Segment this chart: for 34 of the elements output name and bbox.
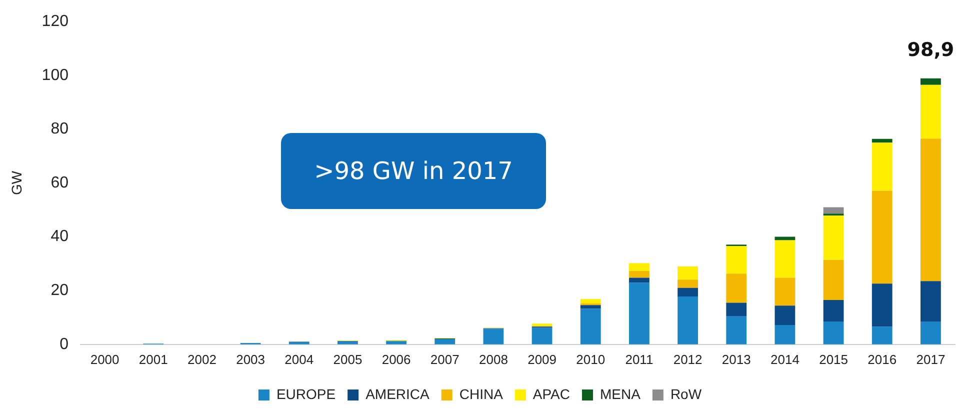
x-tick-label: 2004 bbox=[284, 352, 314, 367]
x-tick-label: 2017 bbox=[916, 352, 946, 367]
x-tick-label: 2013 bbox=[722, 352, 751, 367]
x-tick-label: 2002 bbox=[187, 352, 216, 367]
x-tick-label: 2005 bbox=[333, 352, 362, 367]
x-tick-label: 2009 bbox=[528, 352, 556, 367]
legend-label: EUROPE bbox=[276, 386, 336, 402]
x-tick-label: 2011 bbox=[625, 352, 654, 367]
y-tick-label: 120 bbox=[42, 13, 69, 30]
x-tick-label: 2008 bbox=[478, 352, 508, 367]
x-tick-label: 2014 bbox=[770, 352, 800, 367]
x-tick-label: 2003 bbox=[236, 352, 265, 367]
y-tick-label: 80 bbox=[50, 120, 69, 138]
x-tick-label: 2006 bbox=[382, 352, 411, 367]
y-tick-label: 0 bbox=[60, 336, 69, 353]
legend-label: AMERICA bbox=[366, 386, 430, 402]
y-tick-label: 100 bbox=[42, 66, 69, 84]
total-label: 98,9 bbox=[907, 38, 954, 61]
annotation: >98 GW in 2017 bbox=[281, 133, 546, 209]
legend-label: CHINA bbox=[459, 386, 504, 402]
x-tick-label: 2007 bbox=[430, 352, 460, 367]
y-tick-label: 40 bbox=[50, 228, 69, 246]
legend-label: RoW bbox=[670, 386, 702, 402]
legend-label: MENA bbox=[600, 386, 642, 402]
y-axis-title: GW bbox=[8, 170, 24, 196]
x-tick-label: 2015 bbox=[819, 352, 848, 367]
y-tick-label: 60 bbox=[50, 174, 69, 192]
x-tick-label: 2000 bbox=[90, 352, 120, 367]
x-tick-label: 2001 bbox=[138, 352, 168, 367]
x-tick-label: 2010 bbox=[576, 352, 606, 367]
legend-label: APAC bbox=[532, 386, 570, 402]
x-tick-label: 2016 bbox=[868, 352, 897, 367]
x-tick-label: 2012 bbox=[673, 352, 702, 367]
y-tick-label: 20 bbox=[50, 282, 69, 300]
